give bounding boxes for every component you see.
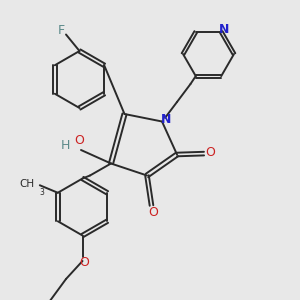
Text: N: N (219, 23, 230, 36)
Text: O: O (79, 256, 89, 269)
Text: 3: 3 (39, 188, 44, 197)
Text: CH: CH (19, 179, 34, 189)
Text: O: O (148, 206, 158, 220)
Text: N: N (160, 112, 171, 126)
Text: H: H (61, 139, 70, 152)
Text: F: F (58, 23, 65, 37)
Text: O: O (75, 134, 84, 147)
Text: O: O (206, 146, 215, 159)
